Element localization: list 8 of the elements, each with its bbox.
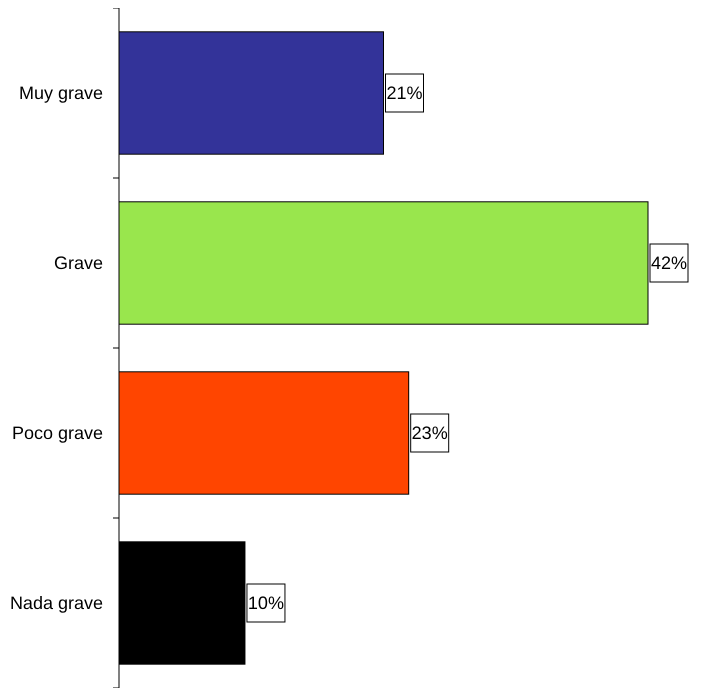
y-tick-label: Nada grave [10,593,103,613]
data-label: 42% [650,253,688,273]
data-label: 21% [386,83,423,103]
y-tick-label: Grave [54,253,103,273]
data-label: 10% [248,593,284,613]
y-tick-label: Poco grave [12,423,103,443]
y-tick-label: Muy grave [18,83,103,103]
data-label: 23% [412,423,448,443]
